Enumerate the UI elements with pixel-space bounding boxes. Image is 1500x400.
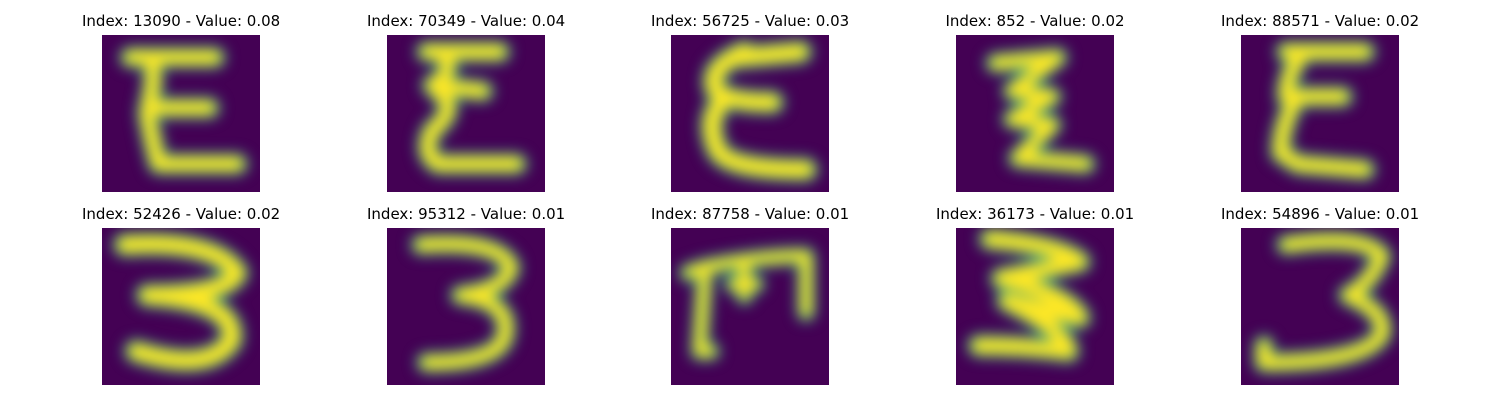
panel-title: Index: 88571 - Value: 0.02 bbox=[1221, 12, 1420, 30]
panel-title: Index: 56725 - Value: 0.03 bbox=[651, 12, 850, 30]
panel-title: Index: 52426 - Value: 0.02 bbox=[82, 205, 281, 223]
panel-title: Index: 852 - Value: 0.02 bbox=[945, 12, 1125, 30]
digit-image bbox=[956, 35, 1114, 192]
panel-title: Index: 54896 - Value: 0.01 bbox=[1221, 205, 1420, 223]
digit-image bbox=[102, 35, 260, 192]
panel-title: Index: 70349 - Value: 0.04 bbox=[367, 12, 566, 30]
panel-title: Index: 95312 - Value: 0.01 bbox=[367, 205, 566, 223]
panel-title: Index: 87758 - Value: 0.01 bbox=[651, 205, 850, 223]
digit-image bbox=[387, 228, 545, 385]
digit-image bbox=[102, 228, 260, 385]
digit-image bbox=[956, 228, 1114, 385]
digit-image bbox=[1241, 35, 1399, 192]
digit-image bbox=[1241, 228, 1399, 385]
panel-title: Index: 13090 - Value: 0.08 bbox=[82, 12, 281, 30]
panel-title: Index: 36173 - Value: 0.01 bbox=[936, 205, 1135, 223]
digit-image bbox=[671, 228, 829, 385]
digit-image bbox=[387, 35, 545, 192]
digit-image bbox=[671, 35, 829, 192]
